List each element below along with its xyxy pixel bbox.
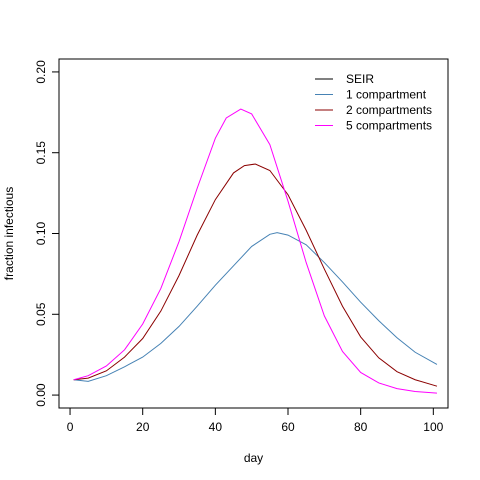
x-tick-label: 80 [354, 420, 368, 434]
series-layer [73, 108, 438, 394]
legend-label-2-compartments: 2 compartments [346, 103, 432, 117]
x-axis: 0 20 40 60 80 100 [67, 407, 444, 434]
legend-label-1-compartment: 1 compartment [346, 88, 427, 102]
series-line-5-compartments [73, 108, 437, 394]
x-tick-label: 60 [281, 420, 295, 434]
y-axis-label: fraction infectious [2, 187, 16, 280]
x-tick-label: 20 [136, 420, 150, 434]
y-tick-label: 0.00 [34, 383, 48, 407]
y-tick-label: 0.15 [34, 141, 48, 165]
series-line-2-compartments [73, 163, 438, 387]
series-line-1-compartment [73, 232, 438, 382]
y-tick-label: 0.05 [34, 302, 48, 326]
y-tick-label: 0.10 [34, 221, 48, 245]
y-tick-label: 0.20 [34, 60, 48, 84]
x-tick-label: 40 [209, 420, 223, 434]
legend-label-5-compartments: 5 compartments [346, 119, 432, 133]
legend-label-seir: SEIR [346, 72, 374, 86]
x-axis-label: day [244, 451, 263, 465]
y-axis: 0.00 0.05 0.10 0.15 0.20 [34, 60, 60, 407]
x-tick-label: 100 [423, 420, 443, 434]
x-tick-label: 0 [67, 420, 74, 434]
